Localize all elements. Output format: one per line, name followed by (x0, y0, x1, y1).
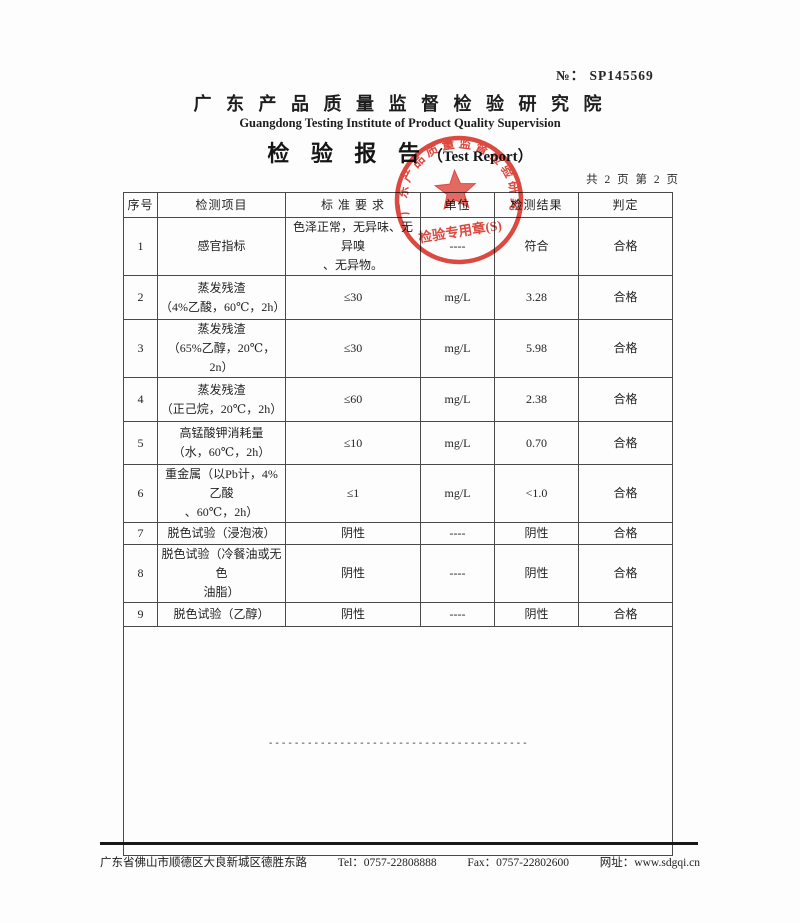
cell-standard: ≤30 (285, 275, 421, 320)
cell-verdict: 合格 (578, 421, 673, 465)
cell-result: <1.0 (494, 464, 579, 523)
cell-result: 0.70 (494, 421, 579, 465)
header-cell-unit: 单位 (420, 192, 495, 218)
cell-no: 8 (123, 544, 158, 603)
cell-unit: mg/L (420, 275, 495, 320)
cell-result: 5.98 (494, 319, 579, 378)
cell-item: 重金属（以Pb计，4%乙酸 、60℃，2h） (157, 464, 286, 523)
cell-item: 蒸发残渣 （4%乙酸，60℃，2h） (157, 275, 286, 320)
table-row: 8 脱色试验（冷餐油或无色 油脂） 阴性 ---- 阴性 合格 (123, 544, 673, 603)
cell-verdict: 合格 (578, 217, 673, 276)
cell-item: 脱色试验（浸泡液） (157, 522, 286, 545)
report-title: 检 验 报 告（Test Report） (0, 136, 800, 168)
report-title-cn: 检 验 报 告 (267, 141, 428, 166)
footer-tel: Tel：0757-22808888 (337, 857, 437, 869)
cell-no: 3 (123, 319, 158, 378)
cell-unit: mg/L (420, 464, 495, 523)
cell-no: 7 (123, 522, 158, 545)
cell-verdict: 合格 (578, 464, 673, 523)
table-header: 序号 检测项目 标 准 要 求 单位 检测结果 判定 (123, 192, 673, 218)
cell-result: 3.28 (494, 275, 579, 320)
cell-no: 1 (123, 217, 158, 276)
cell-verdict: 合格 (578, 377, 673, 422)
cell-unit: ---- (420, 522, 495, 545)
cell-result: 2.38 (494, 377, 579, 422)
cell-item: 蒸发残渣 （正己烷，20℃，2h） (157, 377, 286, 422)
table-row: 1 感官指标 色泽正常，无异味、无异嗅 、无异物。 ---- 符合 合格 (123, 217, 673, 276)
cell-no: 6 (123, 464, 158, 523)
header-cell-standard: 标 准 要 求 (285, 192, 421, 218)
cell-result: 符合 (494, 217, 579, 276)
header-cell-verdict: 判定 (578, 192, 673, 218)
cell-standard: ≤1 (285, 464, 421, 523)
institute-name-en: Guangdong Testing Institute of Product Q… (239, 116, 561, 130)
cell-verdict: 合格 (578, 544, 673, 603)
table-row: 9 脱色试验（乙醇） 阴性 ---- 阴性 合格 (123, 602, 673, 627)
cell-verdict: 合格 (578, 275, 673, 320)
table-footer: ---------------------------------------- (123, 626, 673, 856)
cell-result: 阴性 (494, 544, 579, 603)
table-row: 7 脱色试验（浸泡液） 阴性 ---- 阴性 合格 (123, 522, 673, 545)
institute-name-cn: 广 东 产 品 质 量 监 督 检 验 研 究 院 (193, 94, 607, 114)
test-table-body: 1 感官指标 色泽正常，无异味、无异嗅 、无异物。 ---- 符合 合格 2 蒸发残渣 （4%… (123, 217, 673, 627)
header-cell-no: 序号 (123, 192, 158, 218)
cell-no: 5 (123, 421, 158, 465)
cell-unit: ---- (420, 544, 495, 603)
header-cell-item: 检测项目 (157, 192, 286, 218)
footer-address: 广东省佛山市顺德区大良新城区德胜东路 (100, 857, 307, 869)
cell-verdict: 合格 (578, 602, 673, 627)
cell-item: 感官指标 (157, 217, 286, 276)
table-row: 3 蒸发残渣 （65%乙醇，20℃，2n） ≤30 mg/L 5.98 合格 (123, 319, 673, 378)
table-row: 6 重金属（以Pb计，4%乙酸 、60℃，2h） ≤1 mg/L <1.0 合格 (123, 464, 673, 523)
cell-unit: mg/L (420, 421, 495, 465)
cell-verdict: 合格 (578, 319, 673, 378)
cell-unit: mg/L (420, 377, 495, 422)
table-row: 4 蒸发残渣 （正己烷，20℃，2h） ≤60 mg/L 2.38 合格 (123, 377, 673, 422)
cell-standard: 阴性 (285, 602, 421, 627)
footer-contact-bar: 广东省佛山市顺德区大良新城区德胜东路 Tel：0757-22808888 Fax… (100, 854, 700, 870)
cell-verdict: 合格 (578, 522, 673, 545)
report-number: №： SP145569 (556, 64, 654, 84)
report-number-value: SP145569 (589, 68, 654, 83)
cell-item: 蒸发残渣 （65%乙醇，20℃，2n） (157, 319, 286, 378)
cell-unit: mg/L (420, 319, 495, 378)
cell-result: 阴性 (494, 522, 579, 545)
cell-unit: ---- (420, 602, 495, 627)
cell-unit: ---- (420, 217, 495, 276)
table-row: 5 高锰酸钾消耗量 （水，60℃，2h） ≤10 mg/L 0.70 合格 (123, 421, 673, 465)
cell-standard: 阴性 (285, 544, 421, 603)
cell-standard: ≤30 (285, 319, 421, 378)
footer-fax: Fax：0757-22802600 (467, 857, 570, 869)
report-number-prefix: №： (556, 68, 586, 83)
page-count-info: 共 2 页 第 2 页 (586, 174, 680, 186)
cell-item: 脱色试验（乙醇） (157, 602, 286, 627)
cell-item: 脱色试验（冷餐油或无色 油脂） (157, 544, 286, 603)
header-cell-result: 检测结果 (494, 192, 579, 218)
table-header-row: 序号 检测项目 标 准 要 求 单位 检测结果 判定 (123, 192, 673, 218)
empty-row: ---------------------------------------- (123, 626, 673, 856)
cell-standard: ≤60 (285, 377, 421, 422)
footer-website: 网址：www.sdgqi.cn (599, 857, 700, 869)
test-results-table: 序号 检测项目 标 准 要 求 单位 检测结果 判定 1 感官指标 色泽正常，无异味… (123, 192, 673, 856)
cell-standard: ≤10 (285, 421, 421, 465)
cell-no: 9 (123, 602, 158, 627)
cell-no: 4 (123, 377, 158, 422)
cell-item: 高锰酸钾消耗量 （水，60℃，2h） (157, 421, 286, 465)
cell-standard: 阴性 (285, 522, 421, 545)
footer-divider (100, 842, 698, 845)
dashed-separator: ---------------------------------------- (267, 738, 529, 749)
report-title-en: （Test Report） (427, 149, 533, 165)
table-row: 2 蒸发残渣 （4%乙酸，60℃，2h） ≤30 mg/L 3.28 合格 (123, 275, 673, 320)
cell-standard: 色泽正常，无异味、无异嗅 、无异物。 (285, 217, 421, 276)
empty-area-cell: ---------------------------------------- (123, 626, 673, 856)
cell-no: 2 (123, 275, 158, 320)
cell-result: 阴性 (494, 602, 579, 627)
